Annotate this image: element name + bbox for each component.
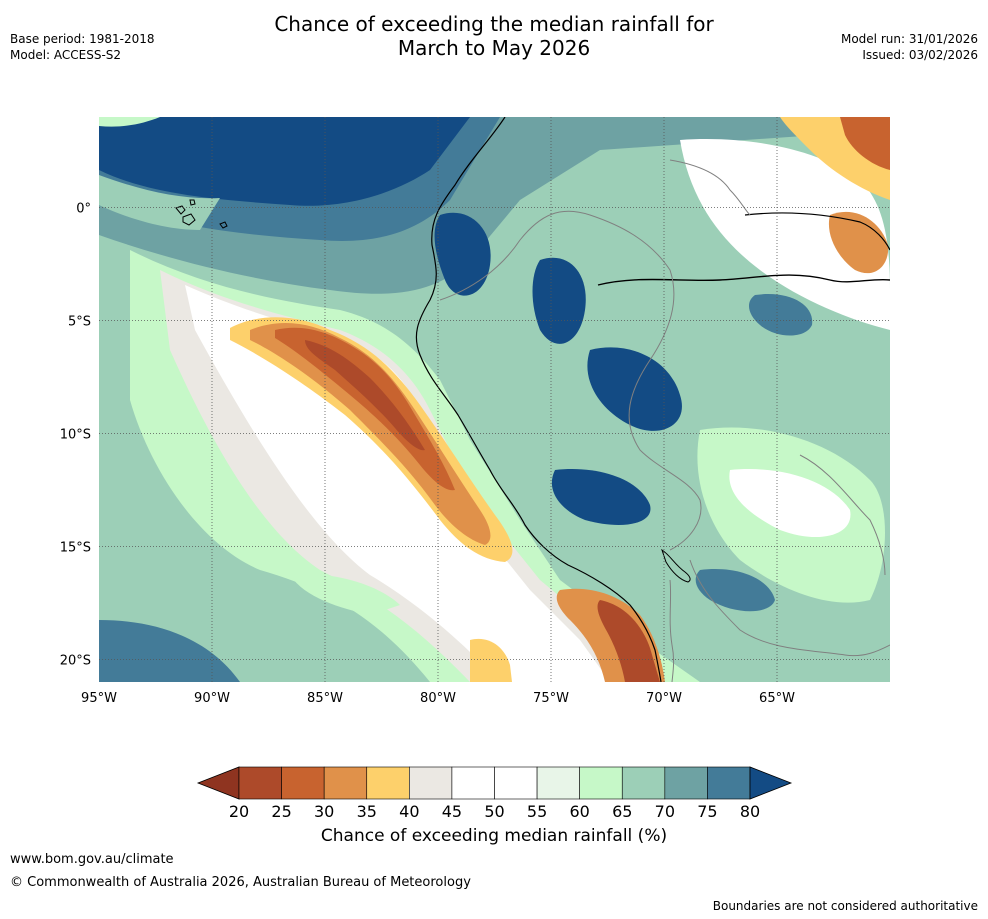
lat-tick-label: 0° <box>76 201 91 216</box>
south-ocean-65 <box>180 620 324 662</box>
dry-band-20 <box>305 340 425 451</box>
colorbar-bins <box>196 766 793 800</box>
colorbar-over-arrow <box>749 766 793 800</box>
chile-dry-20 <box>597 600 660 682</box>
galapagos-islands <box>175 199 228 229</box>
map-lines <box>175 117 890 682</box>
lon-tick-label: 80°W <box>420 691 456 706</box>
map-field <box>99 117 890 682</box>
model-text: Model: ACCESS-S2 <box>10 48 122 62</box>
colorbar-bin <box>536 766 580 800</box>
colorbar-label: Chance of exceeding median rainfall (%) <box>320 826 668 846</box>
offshore-dry-35 <box>470 638 512 682</box>
nw-corner-60 <box>99 117 160 127</box>
lon-tick-label: 95°W <box>81 691 117 706</box>
coastline <box>415 117 662 682</box>
colorbar-bin <box>281 766 325 800</box>
lon-tick-label: 75°W <box>533 691 569 706</box>
ne-dry-30 <box>828 211 889 274</box>
colorbar-tick-label: 75 <box>697 802 717 821</box>
colorbar-tick-label: 20 <box>229 802 249 821</box>
lat-tick-labels: 0° 5°S 10°S 15°S 20°S <box>60 201 91 668</box>
lon-tick-label: 90°W <box>194 691 230 706</box>
lon-tick-label: 65°W <box>759 691 795 706</box>
model-run-text: Model run: 31/01/2026 <box>840 32 978 46</box>
region-50 <box>185 285 610 682</box>
colorbar-bin <box>238 766 282 800</box>
lat-tick-label: 15°S <box>60 540 91 555</box>
northern-river <box>744 212 890 251</box>
amazon-river <box>597 274 890 286</box>
colorbar-tick-labels: 20 25 30 35 40 45 50 55 60 65 70 75 80 <box>229 802 760 821</box>
rainfall-map: 95°W 90°W 85°W 80°W 75°W 70°W 65°W 0° 5°S 10°S 15… <box>60 117 890 706</box>
country-border-1 <box>439 210 702 551</box>
meta-right: Model run: 31/01/2026 Issued: 03/02/2026 <box>841 31 978 63</box>
colorbar-bin <box>366 766 410 800</box>
lat-tick-label: 10°S <box>60 427 91 442</box>
issued-text: Issued: 03/02/2026 <box>862 48 978 62</box>
ne-neutral <box>680 139 890 330</box>
east-high-75b <box>748 294 813 336</box>
colorbar-bin <box>707 766 751 800</box>
colorbar-tick-label: 40 <box>399 802 419 821</box>
colorbar-tick-label: 45 <box>442 802 462 821</box>
title-line-2: March to May 2026 <box>397 36 591 60</box>
colorbar-tick-label: 80 <box>740 802 760 821</box>
dry-band-30 <box>250 323 491 545</box>
lat-tick-label: 5°S <box>68 314 91 329</box>
base-period-text: Base period: 1981-2018 <box>10 32 155 46</box>
west-ocean-65 <box>99 175 220 230</box>
dry-band-25 <box>275 327 455 491</box>
lon-tick-labels: 95°W 90°W 85°W 80°W 75°W 70°W 65°W <box>81 691 795 706</box>
country-border-4 <box>799 454 886 576</box>
meta-left: Base period: 1981-2018 Model: ACCESS-S2 <box>10 31 155 63</box>
colorbar-bin <box>621 766 666 800</box>
colorbar-tick-label: 55 <box>527 802 547 821</box>
colorbar-tick-label: 35 <box>357 802 377 821</box>
colorbar-bin <box>409 766 453 800</box>
colorbar-bin <box>451 766 495 800</box>
map-title: Chance of exceeding the median rainfall … <box>0 12 988 60</box>
lon-tick-label: 85°W <box>307 691 343 706</box>
inland-high-1 <box>532 257 586 344</box>
colorbar-tick-label: 60 <box>569 802 589 821</box>
east-neutral <box>729 469 851 538</box>
footer-note: Boundaries are not considered authoritat… <box>712 899 978 913</box>
colorbar-tick-label: 65 <box>612 802 632 821</box>
country-border-3 <box>689 559 890 657</box>
south-ocean-60 <box>290 574 400 615</box>
inland-high-3 <box>551 469 651 525</box>
lat-tick-label: 20°S <box>60 653 91 668</box>
colorbar-tick-label: 50 <box>484 802 504 821</box>
inland-high-4 <box>434 212 491 296</box>
gridlines <box>99 117 890 682</box>
country-border-2 <box>669 159 751 216</box>
colorbar-bin <box>323 766 368 800</box>
colorbar-tick-label: 30 <box>314 802 334 821</box>
colorbar-under-arrow <box>196 766 240 800</box>
colorbar-bin <box>579 766 623 800</box>
footer-copyright: © Commonwealth of Australia 2026, Austra… <box>10 875 471 890</box>
lake-titicaca <box>661 548 691 583</box>
lon-tick-label: 70°W <box>646 691 682 706</box>
colorbar-tick-label: 25 <box>271 802 291 821</box>
colorbar-tick-label: 70 <box>655 802 675 821</box>
footer-url: www.bom.gov.au/climate <box>10 852 174 867</box>
east-high-75 <box>695 569 775 612</box>
colorbar-bin <box>494 766 538 800</box>
title-line-1: Chance of exceeding the median rainfall … <box>274 12 714 36</box>
country-border-5 <box>669 579 675 682</box>
colorbar-bin <box>664 766 708 800</box>
ne-dry-25 <box>840 117 890 170</box>
